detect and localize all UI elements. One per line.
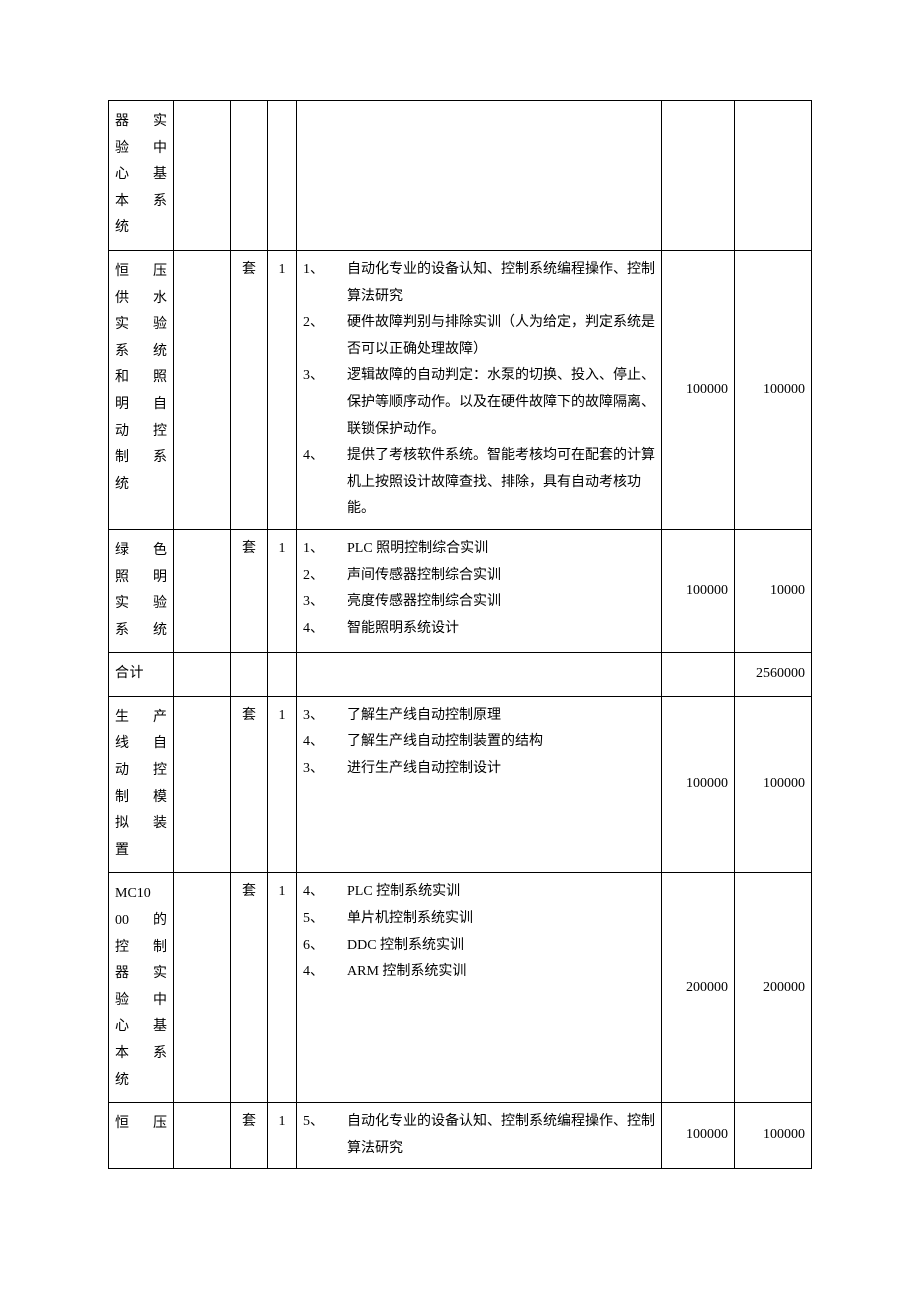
row-blank (174, 250, 231, 529)
list-item: 2、硬件故障判别与排除实训（人为给定，判定系统是否可以正确处理故障） (325, 310, 655, 363)
list-item: 4、PLC 控制系统实训 (325, 879, 655, 906)
row-unit-price: 100000 (662, 696, 735, 873)
list-item: 4、智能照明系统设计 (325, 616, 655, 643)
equipment-table: 器 实验 中心 基本 系统恒 压供 水实 验系 统和 照明 自动 控制 系统套1… (108, 100, 812, 1169)
row-total-price: 100000 (735, 696, 812, 873)
row-unit-price: 100000 (662, 529, 735, 652)
list-item: 4、了解生产线自动控制装置的结构 (325, 729, 655, 756)
row-blank (174, 1103, 231, 1169)
row-blank (174, 529, 231, 652)
list-item: 3、逻辑故障的自动判定：水泵的切换、投入、停止、保护等顺序动作。以及在硬件故障下… (325, 363, 655, 443)
list-item: 2、声间传感器控制综合实训 (325, 563, 655, 590)
row-unit: 套 (231, 529, 268, 652)
row-unit-price (662, 653, 735, 697)
row-total-price: 10000 (735, 529, 812, 652)
row-description: 5、自动化专业的设备认知、控制系统编程操作、控制算法研究 (297, 1103, 662, 1169)
row-total-price: 100000 (735, 250, 812, 529)
row-name: MC1000 的控 制器 实验 中心 基本 系统 (109, 873, 174, 1103)
row-name: 器 实验 中心 基本 系统 (109, 101, 174, 251)
row-unit (231, 653, 268, 697)
row-qty: 1 (268, 1103, 297, 1169)
row-qty (268, 653, 297, 697)
row-blank (174, 653, 231, 697)
table-row: 恒 压供 水实 验系 统和 照明 自动 控制 系统套11、自动化专业的设备认知、… (109, 250, 812, 529)
row-name: 恒 压供 水实 验系 统和 照明 自动 控制 系统 (109, 250, 174, 529)
row-blank (174, 101, 231, 251)
row-total-price: 100000 (735, 1103, 812, 1169)
row-total-price: 2560000 (735, 653, 812, 697)
row-unit (231, 101, 268, 251)
row-description: 1、PLC 照明控制综合实训2、声间传感器控制综合实训3、亮度传感器控制综合实训… (297, 529, 662, 652)
row-unit: 套 (231, 250, 268, 529)
row-description: 1、自动化专业的设备认知、控制系统编程操作、控制算法研究2、硬件故障判别与排除实… (297, 250, 662, 529)
table-row: 生 产线 自动 控制 模拟 装置套13、了解生产线自动控制原理4、了解生产线自动… (109, 696, 812, 873)
row-total-price: 200000 (735, 873, 812, 1103)
table-row: 绿 色照 明实 验系 统套11、PLC 照明控制综合实训2、声间传感器控制综合实… (109, 529, 812, 652)
row-name: 合计 (109, 653, 174, 697)
row-qty: 1 (268, 873, 297, 1103)
list-item: 3、 进行生产线自动控制设计 (325, 756, 655, 783)
row-qty (268, 101, 297, 251)
row-description: 3、了解生产线自动控制原理4、了解生产线自动控制装置的结构3、 进行生产线自动控… (297, 696, 662, 873)
table-row: 恒 压套15、自动化专业的设备认知、控制系统编程操作、控制算法研究1000001… (109, 1103, 812, 1169)
row-unit: 套 (231, 873, 268, 1103)
list-item: 3、了解生产线自动控制原理 (325, 703, 655, 730)
row-name: 绿 色照 明实 验系 统 (109, 529, 174, 652)
row-description (297, 101, 662, 251)
row-qty: 1 (268, 250, 297, 529)
row-unit: 套 (231, 1103, 268, 1169)
row-blank (174, 873, 231, 1103)
row-description (297, 653, 662, 697)
list-item: 1、自动化专业的设备认知、控制系统编程操作、控制算法研究 (325, 257, 655, 310)
list-item: 6、 DDC 控制系统实训 (325, 933, 655, 960)
row-unit-price: 100000 (662, 1103, 735, 1169)
table-row: 合计 2560000 (109, 653, 812, 697)
list-item: 5、单片机控制系统实训 (325, 906, 655, 933)
row-name: 恒 压 (109, 1103, 174, 1169)
row-unit-price (662, 101, 735, 251)
table-row: 器 实验 中心 基本 系统 (109, 101, 812, 251)
list-item: 1、PLC 照明控制综合实训 (325, 536, 655, 563)
row-description: 4、PLC 控制系统实训5、单片机控制系统实训6、 DDC 控制系统实训4、AR… (297, 873, 662, 1103)
row-unit: 套 (231, 696, 268, 873)
row-unit-price: 200000 (662, 873, 735, 1103)
list-item: 3、亮度传感器控制综合实训 (325, 589, 655, 616)
row-qty: 1 (268, 529, 297, 652)
row-total-price (735, 101, 812, 251)
list-item: 5、自动化专业的设备认知、控制系统编程操作、控制算法研究 (325, 1109, 655, 1162)
row-blank (174, 696, 231, 873)
list-item: 4、ARM 控制系统实训 (325, 959, 655, 986)
row-qty: 1 (268, 696, 297, 873)
row-unit-price: 100000 (662, 250, 735, 529)
table-row: MC1000 的控 制器 实验 中心 基本 系统套14、PLC 控制系统实训5、… (109, 873, 812, 1103)
list-item: 4、提供了考核软件系统。智能考核均可在配套的计算机上按照设计故障查找、排除，具有… (325, 443, 655, 523)
row-name: 生 产线 自动 控制 模拟 装置 (109, 696, 174, 873)
